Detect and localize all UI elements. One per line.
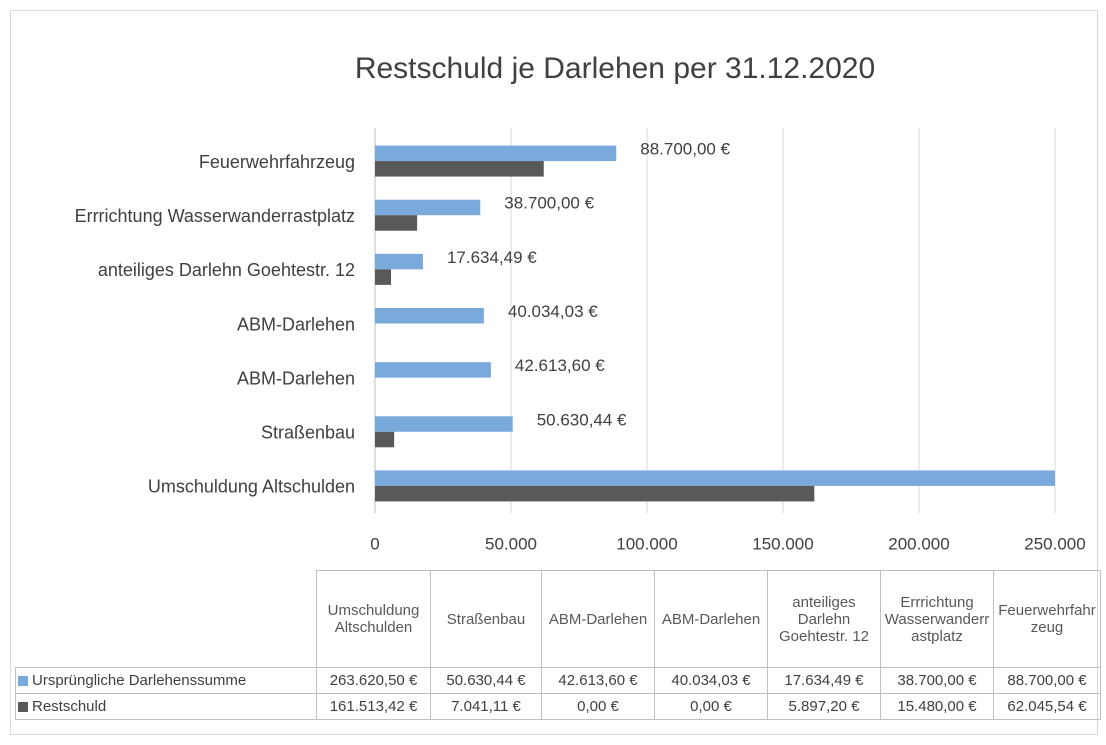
y-tick-label: Errrichtung Wasserwanderrastplatz	[75, 206, 355, 226]
legend-label: Restschuld	[32, 698, 107, 715]
header-cell: Errrichtung Wasserwanderrastplatz	[880, 570, 994, 668]
bar	[375, 431, 395, 448]
bar	[375, 470, 1055, 486]
y-tick-label: Feuerwehrfahrzeug	[199, 152, 355, 172]
y-tick-label: ABM-Darlehen	[237, 314, 355, 334]
legend-label: Ursprüngliche Darlehenssumme	[32, 672, 247, 689]
data-label: 42.613,60 €	[515, 356, 605, 375]
chart-frame	[10, 10, 1098, 735]
table-cell: 38.700,00 €	[880, 667, 994, 694]
table-row: Ursprüngliche Darlehenssumme 263.620,50 €…	[15, 667, 1101, 694]
table-cell: 40.034,03 €	[654, 667, 768, 694]
data-label: 17.634,49 €	[447, 248, 537, 267]
data-table: Umschuldung Altschulden Straßenbau ABM-Dar…	[15, 570, 1101, 720]
x-tick-label: 50.000	[485, 534, 537, 553]
y-tick-label: Umschuldung Altschulden	[148, 477, 355, 497]
x-tick-label: 200.000	[888, 534, 949, 553]
data-label: 50.630,44 €	[537, 410, 627, 429]
legend-key	[18, 702, 28, 713]
table-cell: 263.620,50 €	[316, 667, 431, 694]
bar	[375, 199, 481, 216]
header-cell: Umschuldung Altschulden	[316, 570, 431, 668]
legend-key	[18, 676, 28, 687]
x-tick-label: 100.000	[616, 534, 677, 553]
x-tick-label: 0	[370, 534, 379, 553]
table-cell: 62.045,54 €	[993, 693, 1101, 720]
table-cell: 7.041,11 €	[430, 693, 542, 720]
bar	[375, 362, 491, 378]
x-tick-label: 150.000	[752, 534, 813, 553]
y-tick-label: Straßenbau	[261, 423, 355, 443]
header-cell: Straßenbau	[430, 570, 542, 668]
header-cell: anteiliges Darlehn Goehtestr. 12	[767, 570, 881, 668]
bar	[375, 269, 392, 285]
legend-cell: Restschuld	[15, 693, 317, 720]
chart-title: Restschuld je Darlehen per 31.12.2020	[355, 52, 875, 85]
table-cell: 161.513,42 €	[316, 693, 431, 720]
y-tick-label: anteiliges Darlehn Goehtestr. 12	[98, 260, 355, 280]
bar	[375, 485, 815, 502]
bar	[375, 215, 418, 231]
y-tick-label: ABM-Darlehen	[237, 368, 355, 388]
table-cell: 17.634,49 €	[767, 667, 881, 694]
header-cell: ABM-Darlehen	[541, 570, 655, 668]
table-row: Restschuld 161.513,42 €7.041,11 €0,00 €0,…	[15, 693, 1101, 720]
table-cell: 0,00 €	[654, 693, 768, 720]
bar	[375, 253, 423, 270]
table-cell: 42.613,60 €	[541, 667, 655, 694]
table-cell: 0,00 €	[541, 693, 655, 720]
bar	[375, 416, 513, 432]
table-cell: 50.630,44 €	[430, 667, 542, 694]
bar	[375, 308, 484, 324]
table-cell: 5.897,20 €	[767, 693, 881, 720]
table-header-row: Umschuldung Altschulden Straßenbau ABM-Dar…	[16, 570, 1101, 668]
table-cell: 88.700,00 €	[993, 667, 1101, 694]
chart: Restschuld je Darlehen per 31.12.2020 0 5…	[75, 52, 1086, 554]
bar	[375, 145, 617, 162]
data-label: 88.700,00 €	[640, 140, 730, 159]
data-label: 38.700,00 €	[504, 194, 594, 213]
data-label: 40.034,03 €	[508, 302, 598, 321]
table-cell: 15.480,00 €	[880, 693, 994, 720]
blank-cell	[16, 571, 317, 668]
header-cell: ABM-Darlehen	[654, 570, 768, 668]
x-tick-label: 250.000	[1024, 534, 1085, 553]
bar	[375, 161, 544, 177]
legend-cell: Ursprüngliche Darlehenssumme	[15, 667, 317, 694]
header-cell: Feuerwehrfahrzeug	[993, 570, 1101, 668]
